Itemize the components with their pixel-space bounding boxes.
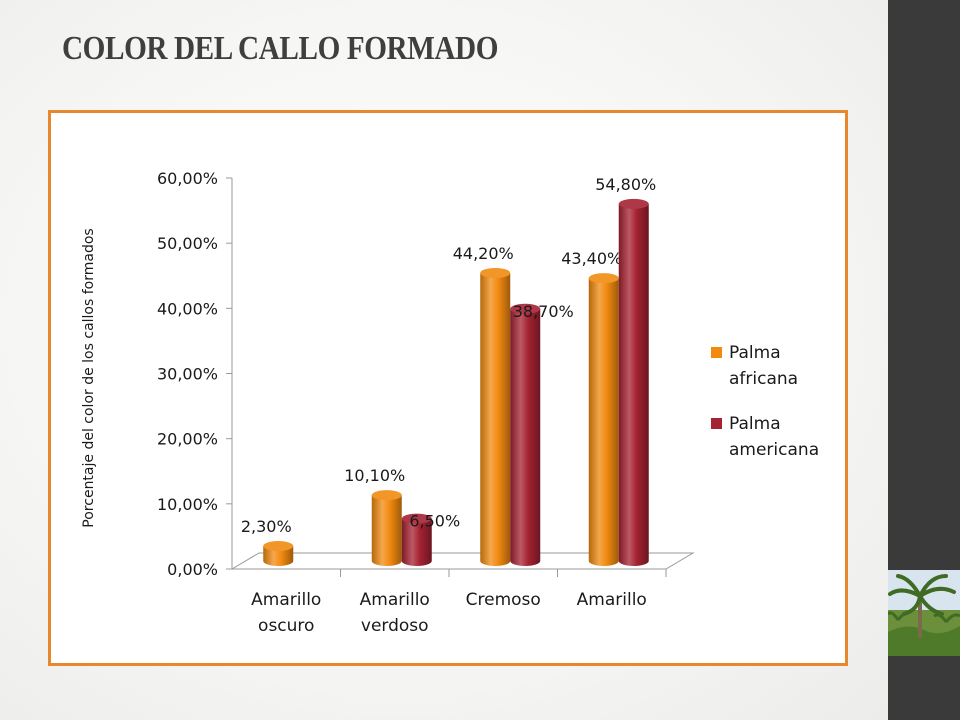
y-tick-label: 10,00% bbox=[157, 495, 218, 514]
bar-palma-africana bbox=[371, 495, 402, 566]
legend-label: africana bbox=[729, 369, 798, 389]
bar-palma-americana bbox=[401, 518, 432, 566]
x-category-label: Amarillo bbox=[577, 590, 647, 610]
data-label: 44,20% bbox=[453, 244, 514, 263]
data-label: 38,70% bbox=[513, 302, 574, 321]
x-category-label: verdoso bbox=[361, 616, 429, 636]
legend-label: Palma bbox=[729, 414, 781, 434]
bar-palma-americana bbox=[618, 203, 649, 566]
slide-title: COLOR DEL CALLO FORMADO bbox=[62, 30, 499, 67]
x-category-label: Amarillo bbox=[251, 590, 321, 610]
y-tick-label: 40,00% bbox=[157, 299, 218, 318]
bar-palma-africana bbox=[263, 546, 294, 566]
bar-cap bbox=[371, 490, 402, 501]
bar-palma-americana bbox=[510, 308, 541, 566]
bar-chart: 0,00% 10,00% 20,00% 30,00% 40,00% 50,00% 60,00… bbox=[81, 169, 819, 636]
x-category-label: Cremoso bbox=[466, 590, 541, 610]
bar-palma-africana bbox=[588, 278, 619, 566]
y-axis-title: Porcentaje del color de los callos forma… bbox=[81, 228, 97, 527]
legend-swatch bbox=[711, 347, 722, 358]
legend-label: americana bbox=[729, 440, 819, 460]
y-tick-label: 50,00% bbox=[157, 234, 218, 253]
y-tick-label: 30,00% bbox=[157, 365, 218, 384]
bar-cap bbox=[588, 273, 619, 284]
y-tick-label: 20,00% bbox=[157, 430, 218, 449]
legend-swatch bbox=[711, 418, 722, 429]
legend-label: Palma bbox=[729, 343, 781, 363]
palm-tree-photo bbox=[888, 570, 960, 656]
data-label: 43,40% bbox=[561, 249, 622, 268]
data-label: 2,30% bbox=[241, 517, 292, 536]
bar-cap bbox=[510, 303, 541, 314]
data-label: 10,10% bbox=[344, 466, 405, 485]
data-label: 54,80% bbox=[595, 175, 656, 194]
y-tick-label: 0,00% bbox=[167, 560, 218, 579]
y-tick-label: 60,00% bbox=[157, 169, 218, 188]
bar-palma-africana bbox=[480, 272, 511, 566]
data-label: 6,50% bbox=[409, 512, 460, 531]
bar-cap bbox=[480, 267, 511, 278]
x-category-label: oscuro bbox=[258, 616, 314, 636]
chart-frame: 0,00% 10,00% 20,00% 30,00% 40,00% 50,00% 60,00… bbox=[48, 110, 848, 666]
x-category-label: Amarillo bbox=[360, 590, 430, 610]
bar-cap bbox=[618, 198, 649, 209]
chart-floor bbox=[230, 552, 695, 570]
bar-cap bbox=[263, 541, 294, 552]
bar-cap bbox=[401, 513, 432, 524]
